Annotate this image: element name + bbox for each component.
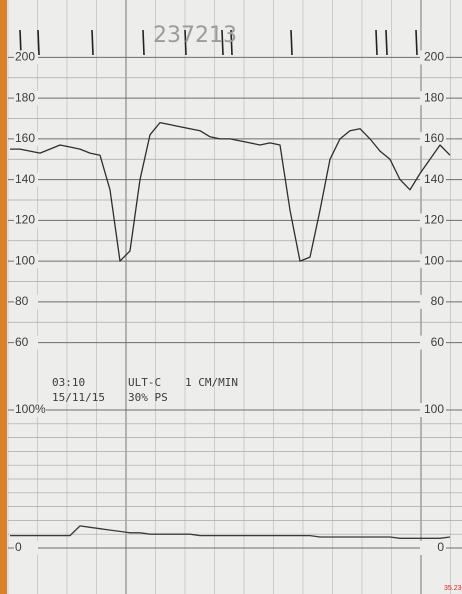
annotation: 03:10: [52, 376, 85, 389]
footer-code: 35.23: [444, 585, 462, 592]
annotation: 15/11/15: [52, 391, 105, 404]
event-mark: [291, 30, 292, 55]
y-tick-label: 200: [15, 50, 35, 64]
y2-tick-label: 100: [424, 402, 444, 416]
event-mark: [92, 30, 93, 55]
y2-tick-label: 140: [424, 172, 444, 186]
strip-number: 237213: [153, 23, 237, 48]
y2-tick-label: 0: [437, 540, 444, 554]
y-tick-label: 140: [15, 172, 35, 186]
y2-tick-label: 160: [424, 131, 444, 145]
border: [0, 0, 7, 594]
y-tick-label: 160: [15, 131, 35, 145]
y-tick-label: 0: [15, 540, 22, 554]
y2-tick-label: 180: [424, 90, 444, 104]
y2-tick-label: 80: [431, 294, 445, 308]
y-tick-label: 180: [15, 90, 35, 104]
ctg-strip: 237213 60 80 100 120 140 160 180 200 60 80 100 120 1…: [0, 0, 462, 594]
y2-tick-label: 100: [424, 253, 444, 267]
event-mark: [143, 30, 144, 55]
paper: [0, 0, 462, 594]
y-tick-label: 100: [15, 253, 35, 267]
y-tick-label: 60: [15, 335, 29, 349]
y2-tick-label: 60: [431, 335, 445, 349]
event-mark: [376, 30, 377, 55]
y-tick-label: 120: [15, 213, 35, 227]
y-tick-label: 80: [15, 294, 29, 308]
event-mark: [386, 30, 387, 55]
y-tick-label: 100%: [15, 402, 46, 416]
y2-tick-label: 200: [424, 50, 444, 64]
y2-tick-label: 120: [424, 213, 444, 227]
annotation: 30% PS: [128, 391, 168, 404]
event-mark: [38, 30, 39, 55]
annotation: ULT-C: [128, 376, 161, 389]
annotation: 1 CM/MIN: [185, 376, 238, 389]
event-mark: [416, 30, 417, 55]
